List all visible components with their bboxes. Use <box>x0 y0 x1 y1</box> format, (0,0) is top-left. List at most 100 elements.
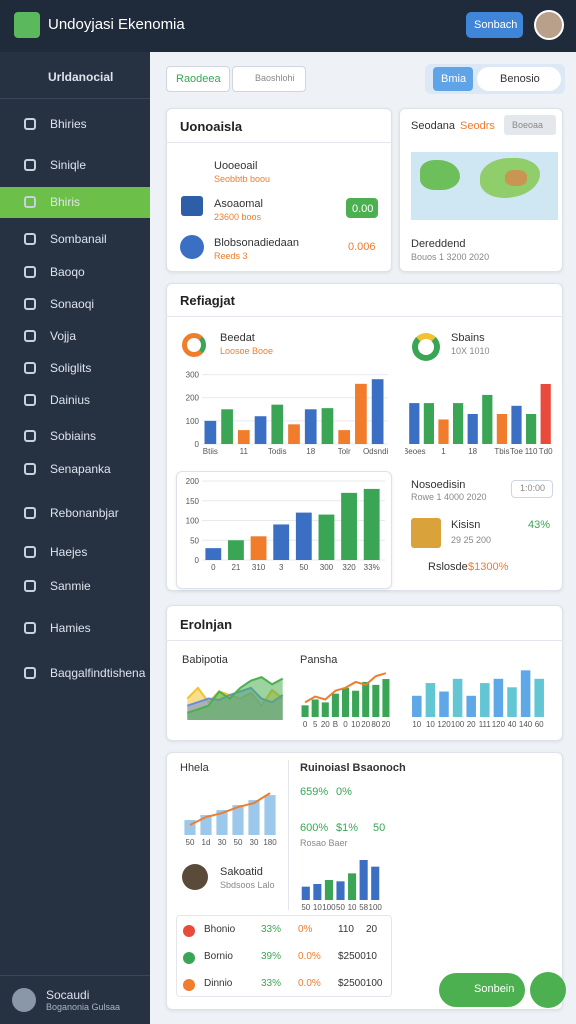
brand: Urldanocial <box>48 70 114 84</box>
bar <box>200 815 212 835</box>
y-tick-label: 300 <box>186 371 200 380</box>
avatar[interactable] <box>534 10 564 40</box>
badge: Seodrs <box>460 120 495 132</box>
bar <box>355 383 367 444</box>
bar <box>324 880 333 900</box>
divider <box>288 760 289 910</box>
table-cell: 39% <box>261 951 282 962</box>
nav-item[interactable]: Dainius <box>50 393 91 407</box>
nav-item[interactable]: Sombanail <box>50 232 107 246</box>
bar <box>254 416 267 444</box>
table-cell: $250010 <box>338 951 377 962</box>
y-tick-label: 100 <box>186 517 200 526</box>
input[interactable] <box>511 480 553 498</box>
nav-item[interactable]: Rebonanbjar <box>50 506 119 520</box>
action-button[interactable] <box>477 67 561 91</box>
fab[interactable] <box>439 973 525 1007</box>
nav-item[interactable]: Bhiris <box>50 195 81 209</box>
nav-item[interactable]: Baoqo <box>50 265 85 279</box>
tab[interactable] <box>166 66 230 92</box>
header-button-label[interactable]: Sonbach <box>474 19 518 31</box>
bar <box>371 866 380 900</box>
tab-label[interactable]: Raodeea <box>176 73 221 85</box>
bar <box>511 405 522 444</box>
nav-item[interactable]: Siniqle <box>50 158 87 172</box>
map-button[interactable] <box>504 115 556 135</box>
x-tick-label: 20 <box>467 720 476 729</box>
fab-label[interactable]: Sonbein <box>474 983 515 995</box>
bar <box>232 805 244 835</box>
table-cell: Bhonio <box>204 924 236 935</box>
card-title: Uonoaisla <box>180 119 243 134</box>
bar <box>311 699 319 717</box>
y-tick-label: 50 <box>190 536 199 545</box>
map-footer: Dereddend <box>411 238 466 250</box>
nav-item[interactable]: Sanmie <box>50 579 91 593</box>
nav-item[interactable]: Sonaoqi <box>50 297 95 311</box>
chart-title: Sbains <box>451 332 485 344</box>
x-tick-label: 0 <box>343 720 348 729</box>
bar <box>313 884 322 900</box>
action-button[interactable] <box>433 67 473 91</box>
y-tick-label: 0 <box>195 440 200 449</box>
bar <box>363 488 380 560</box>
bar <box>237 430 250 444</box>
bar <box>304 409 317 444</box>
row-detail: 23600 boos <box>214 212 262 222</box>
bar <box>318 514 335 560</box>
bar <box>352 690 360 717</box>
nav-item[interactable]: Hamies <box>50 621 91 635</box>
chart: Beoes 1 18 Tbis Toe 110 Td0 <box>405 384 553 456</box>
row-icon <box>183 952 195 964</box>
icon <box>180 235 204 259</box>
badge <box>346 198 378 218</box>
chart: 0 100 200 300 Btiis 11 Todis 18 Tolr Odsndis <box>186 371 388 456</box>
nav-item[interactable]: Soliglits <box>50 361 92 375</box>
nav-item[interactable]: Baqgalfindtishena <box>50 666 146 680</box>
chat-button[interactable] <box>530 972 566 1008</box>
profile-avatar <box>182 864 208 890</box>
logo <box>14 12 40 38</box>
x-tick-label: 11 <box>240 447 249 456</box>
stat: 50 <box>373 822 386 834</box>
x-tick-label: 10 <box>351 720 360 729</box>
nav-item[interactable]: Bhiries <box>50 117 87 131</box>
bar <box>288 424 300 444</box>
x-tick-label: 140 <box>519 720 533 729</box>
chart: 50 1d 30 50 30 180 <box>184 792 277 847</box>
item-value: 43% <box>528 519 551 531</box>
divider <box>166 142 392 143</box>
bar <box>321 408 334 444</box>
bar <box>496 414 508 444</box>
x-tick-label: 50 <box>301 903 310 912</box>
tab-label[interactable]: Baoshlohi <box>255 73 295 83</box>
nav-item[interactable]: Haejes <box>50 545 88 559</box>
table-cell: Dinnio <box>204 978 233 989</box>
input-value[interactable]: 1:0:00 <box>520 483 546 493</box>
map-button-label[interactable]: Boeoaa <box>512 120 544 130</box>
x-tick-label: 5 <box>313 720 318 729</box>
x-tick-label: 320 <box>342 563 356 572</box>
panel-footer-value: $1300% <box>468 561 509 573</box>
x-tick-label: 300 <box>320 563 334 572</box>
tab[interactable] <box>232 66 306 92</box>
x-tick-label: 80 <box>371 720 380 729</box>
bar <box>273 524 290 560</box>
header-button[interactable] <box>466 12 523 38</box>
bar <box>348 873 357 900</box>
bar <box>341 492 357 560</box>
nav-item[interactable]: Senapanka <box>50 462 111 476</box>
x-tick-label: 20 <box>321 720 330 729</box>
nav-item[interactable]: Vojja <box>50 329 77 343</box>
action-label[interactable]: Benosio <box>500 73 540 85</box>
donut-icon <box>182 333 206 357</box>
chart: 0 5 20 B 0 10 20 80 20 <box>301 672 391 729</box>
bar <box>359 860 368 900</box>
bar <box>221 409 233 444</box>
bar <box>336 881 345 900</box>
x-tick-label: 10 <box>313 903 322 912</box>
nav-item[interactable]: Sobiains <box>50 429 97 443</box>
table-cell: 0% <box>298 924 313 935</box>
nav-icon <box>24 233 36 245</box>
action-label[interactable]: Bmia <box>441 73 467 85</box>
